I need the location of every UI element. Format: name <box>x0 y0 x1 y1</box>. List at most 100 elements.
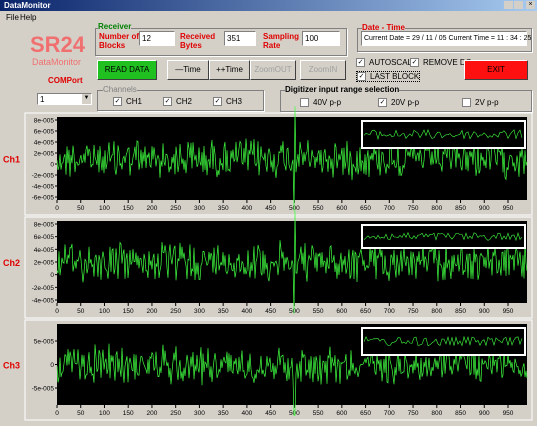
x-tick-label: 650 <box>360 410 371 417</box>
x-tick-label: 100 <box>99 410 110 417</box>
channels-title: Channels <box>103 85 137 94</box>
menu-file[interactable]: File <box>6 13 19 22</box>
y-tick-label: 8e-005 <box>34 118 55 125</box>
x-tick-label: 750 <box>408 205 419 212</box>
close-button[interactable]: × <box>526 1 535 9</box>
x-tick-label: 950 <box>503 410 514 417</box>
inset-trace <box>363 231 523 242</box>
x-tick-label: 0 <box>55 410 59 417</box>
x-tick-label: 950 <box>503 205 514 212</box>
x-tick-label: 450 <box>265 205 276 212</box>
zoom-in-button[interactable]: ZoomIN <box>300 60 346 80</box>
remove-dc-checkbox[interactable]: ✓ REMOVE DC <box>410 58 472 68</box>
x-tick-label: 700 <box>384 410 395 417</box>
y-tick-label: 4e-005 <box>34 140 55 147</box>
y-tick-label: 6e-005 <box>34 129 55 136</box>
ch2-checkbox[interactable]: ✓ CH2 <box>163 97 193 107</box>
minimize-button[interactable] <box>504 1 513 9</box>
range-40v-checkbox[interactable]: 40V p-p <box>300 98 342 108</box>
x-tick-label: 650 <box>360 308 371 315</box>
x-tick-label: 750 <box>408 308 419 315</box>
rate-label: Sampling Rate <box>263 32 300 50</box>
x-tick-label: 100 <box>99 308 110 315</box>
y-tick-label: 0 <box>50 162 54 169</box>
bytes-input[interactable]: 351 <box>224 31 256 46</box>
x-tick-label: 800 <box>431 308 442 315</box>
x-tick-label: 700 <box>384 205 395 212</box>
y-tick-label: -4e-005 <box>32 184 55 191</box>
inset-preview <box>361 224 526 249</box>
x-tick-label: 200 <box>147 205 158 212</box>
digitizer-group <box>280 90 532 112</box>
x-tick-label: 550 <box>313 410 324 417</box>
maximize-button[interactable] <box>514 1 523 9</box>
x-tick-label: 500 <box>289 410 300 417</box>
x-tick-label: 150 <box>123 205 134 212</box>
x-tick-label: 600 <box>336 308 347 315</box>
x-tick-label: 750 <box>408 410 419 417</box>
x-tick-label: 900 <box>479 308 490 315</box>
x-tick-label: 450 <box>265 308 276 315</box>
x-tick-label: 600 <box>336 205 347 212</box>
zoom-out-button[interactable]: ZoomOUT <box>250 60 296 80</box>
x-tick-label: 200 <box>147 308 158 315</box>
ch2-label: CH2 <box>176 97 193 106</box>
exit-button[interactable]: EXIT <box>464 60 528 80</box>
y-tick-label: 4e-005 <box>34 247 55 254</box>
channel-label: Ch1 <box>3 155 20 165</box>
rate-input[interactable]: 100 <box>302 31 340 46</box>
x-tick-label: 350 <box>218 308 229 315</box>
digitizer-title: Digitizer input range selection <box>285 85 400 94</box>
x-tick-label: 150 <box>123 308 134 315</box>
y-tick-label: 2e-005 <box>34 260 55 267</box>
read-data-button[interactable]: READ DATA <box>97 60 157 80</box>
plus-time-button[interactable]: ++Time <box>209 60 250 80</box>
x-tick-label: 150 <box>123 410 134 417</box>
x-tick-label: 500 <box>289 205 300 212</box>
y-tick-label: -5e-005 <box>32 386 55 393</box>
brand-name: SR24 <box>30 32 86 57</box>
receiver-group <box>95 28 347 56</box>
title-bar: DataMonitor × <box>0 0 537 11</box>
plot-frame <box>24 112 533 216</box>
x-tick-label: 500 <box>289 308 300 315</box>
last-block-checkbox[interactable]: ✓ LAST BLOCK <box>356 71 421 83</box>
comport-label: COMPort <box>48 76 83 85</box>
y-tick-label: -4e-005 <box>32 298 55 305</box>
range-40v-label: 40V p-p <box>313 98 342 107</box>
x-tick-label: 250 <box>170 205 181 212</box>
signal-trace <box>56 210 528 314</box>
blocks-input[interactable]: 12 <box>139 31 175 46</box>
menu-help[interactable]: Help <box>20 13 37 22</box>
datetime-title: Date - Time <box>362 23 405 32</box>
x-tick-label: 600 <box>336 410 347 417</box>
x-tick-label: 900 <box>479 205 490 212</box>
x-tick-label: 350 <box>218 410 229 417</box>
y-tick-label: 0 <box>50 272 54 279</box>
x-tick-label: 200 <box>147 410 158 417</box>
x-tick-label: 700 <box>384 308 395 315</box>
minus-time-button[interactable]: —Time <box>167 60 209 80</box>
comport-value: 1 <box>40 95 45 104</box>
blocks-label: Number of Blocks <box>99 32 139 50</box>
bytes-label: Received Bytes <box>180 32 216 50</box>
y-tick-label: 0 <box>50 362 54 369</box>
x-tick-label: 400 <box>241 205 252 212</box>
inset-preview <box>361 327 526 356</box>
ch3-label: CH3 <box>226 97 243 106</box>
range-20v-checkbox[interactable]: ✓ 20V p-p <box>378 98 420 108</box>
y-tick-label: 5e-005 <box>34 339 55 346</box>
x-tick-label: 650 <box>360 205 371 212</box>
ch1-checkbox[interactable]: ✓ CH1 <box>113 97 143 107</box>
comport-select[interactable]: 1 ▼ <box>37 93 92 105</box>
plot-frame <box>24 319 533 421</box>
ch3-checkbox[interactable]: ✓ CH3 <box>213 97 243 107</box>
datetime-display: Current Date = 29 / 11 / 05 Current Time… <box>361 31 531 46</box>
range-2v-label: 2V p-p <box>475 98 499 107</box>
ch1-label: CH1 <box>126 97 143 106</box>
autoscale-checkbox[interactable]: ✓ AUTOSCALE <box>356 58 418 68</box>
range-2v-checkbox[interactable]: 2V p-p <box>462 98 499 108</box>
x-tick-label: 350 <box>218 205 229 212</box>
x-tick-label: 850 <box>455 205 466 212</box>
